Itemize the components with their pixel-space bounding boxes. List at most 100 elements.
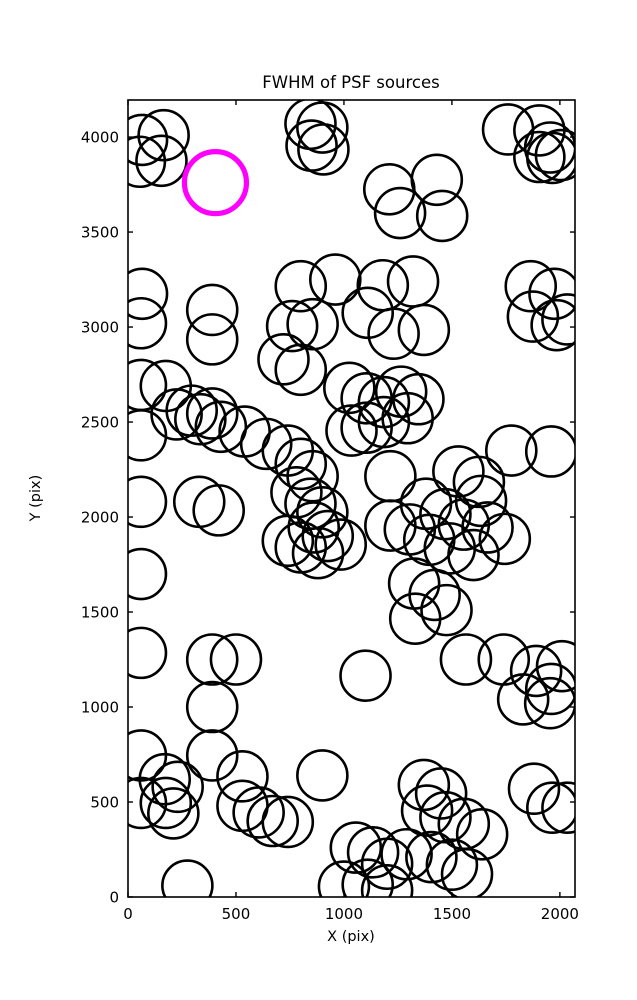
highlighted-source-circle — [181, 149, 250, 217]
psf-source-circle — [216, 750, 269, 803]
psf-source-circle — [388, 592, 442, 645]
x-tick-label: 500 — [222, 905, 251, 923]
psf-source-circle — [541, 781, 575, 835]
psf-source-circle — [364, 499, 417, 552]
psf-source-circle — [513, 130, 566, 184]
psf-source-circle — [541, 293, 575, 346]
psf-source-circle — [261, 795, 315, 849]
psf-source-circle — [185, 313, 239, 366]
psf-source-circle — [360, 864, 414, 897]
psf-source-circle — [523, 121, 575, 174]
psf-source-circle — [185, 387, 239, 440]
psf-source-circle — [507, 762, 561, 816]
psf-source-circle — [209, 633, 263, 686]
psf-source-circle — [185, 283, 239, 337]
axes-frame — [127, 99, 576, 898]
series-psf-sources — [128, 100, 575, 897]
psf-source-circle — [274, 343, 328, 397]
psf-source-circle — [150, 388, 203, 441]
psf-source-circle — [414, 767, 468, 820]
psf-source-circle — [287, 501, 341, 554]
y-tick-label: 3500 — [81, 224, 119, 242]
psf-source-circle — [381, 391, 434, 445]
psf-source-circle — [496, 673, 550, 726]
psf-source-circle — [506, 290, 560, 343]
psf-source-circle — [410, 153, 464, 207]
psf-source-circle — [286, 449, 339, 503]
psf-source-circle — [147, 787, 200, 840]
psf-source-circle — [128, 113, 169, 167]
psf-source-circle — [439, 633, 493, 686]
psf-source-circle — [128, 626, 168, 680]
psf-source-circle — [341, 858, 394, 897]
psf-source-circle — [397, 303, 451, 357]
psf-source-circle — [380, 827, 433, 881]
psf-source-circle — [257, 333, 310, 386]
psf-source-circle — [526, 781, 575, 835]
x-tick-label: 1000 — [325, 905, 363, 923]
psf-source-circle — [325, 404, 378, 457]
series-highlighted-source — [181, 149, 250, 217]
psf-source-circle — [139, 776, 193, 830]
page-title: FWHM of PSF sources — [262, 73, 439, 92]
psf-source-circle — [185, 729, 239, 782]
psf-source-circle — [523, 676, 575, 730]
psf-source-circle — [265, 299, 319, 353]
psf-source-circle — [526, 131, 575, 185]
psf-source-circle — [301, 509, 355, 563]
psf-source-circle — [261, 514, 315, 568]
psf-source-circle — [329, 821, 383, 874]
psf-source-circle — [185, 633, 239, 686]
psf-source-circle — [239, 417, 293, 471]
x-axis-label: X (pix) — [327, 929, 375, 945]
psf-source-circle — [420, 583, 473, 637]
psf-source-circle — [367, 307, 420, 360]
psf-source-circle — [317, 860, 371, 897]
psf-source-circle — [484, 424, 538, 477]
x-tick-label: 1500 — [433, 905, 471, 923]
x-tick-label: 2000 — [541, 905, 579, 923]
psf-source-circle — [425, 838, 479, 892]
psf-source-circle — [128, 547, 168, 601]
psf-source-circle — [524, 425, 575, 478]
psf-source-circle — [274, 259, 328, 313]
psf-source-circle — [509, 644, 563, 698]
y-axis-ticks: 0 500 1000 1500 2000 2500 3000 3500 4000 — [81, 129, 575, 907]
psf-source-circle — [128, 776, 168, 830]
y-axis-label: Y (pix) — [28, 475, 44, 523]
psf-source-circle — [128, 267, 169, 321]
psf-source-circle — [535, 639, 575, 693]
psf-source-circle — [185, 680, 239, 734]
y-tick-label: 1000 — [81, 699, 119, 717]
y-tick-label: 500 — [90, 794, 119, 812]
psf-source-circle — [232, 786, 285, 839]
psf-source-circle — [297, 123, 350, 176]
psf-source-circle — [296, 749, 349, 802]
psf-source-circle — [415, 189, 469, 243]
psf-source-circle — [419, 487, 472, 541]
psf-source-circle — [174, 392, 227, 446]
data-points-layer — [128, 100, 575, 897]
psf-source-circle — [194, 400, 248, 454]
psf-source-circle — [274, 437, 328, 491]
x-axis-ticks: 0 500 1000 1500 2000 — [123, 100, 579, 923]
psf-source-circle — [504, 259, 558, 313]
psf-source-circle — [135, 134, 188, 188]
x-tick-label: 0 — [123, 905, 133, 923]
psf-source-circle — [373, 186, 427, 240]
psf-source-circle — [128, 135, 167, 189]
psf-source-circle — [308, 253, 362, 306]
psf-source-circle — [528, 267, 575, 321]
psf-source-circle — [128, 475, 168, 529]
y-tick-label: 0 — [109, 889, 119, 907]
psf-source-circle — [246, 794, 299, 848]
psf-source-circle — [530, 298, 575, 352]
y-tick-label: 2500 — [81, 414, 119, 432]
y-tick-label: 4000 — [81, 129, 119, 147]
psf-source-circle — [440, 847, 494, 897]
psf-source-circle — [524, 662, 575, 716]
psf-source-circle — [151, 760, 204, 814]
psf-source-circle — [455, 807, 509, 861]
